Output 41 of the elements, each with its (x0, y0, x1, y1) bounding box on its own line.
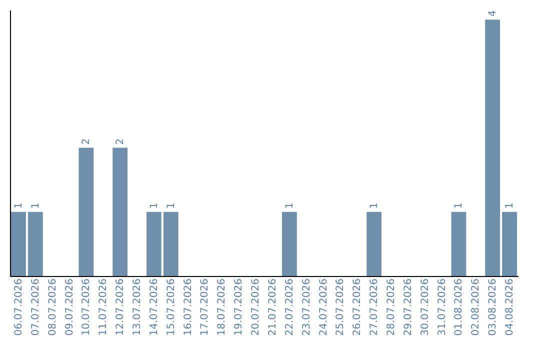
x-tick-label: 22.07.2026 (284, 278, 296, 336)
data-label: 1 (13, 202, 24, 209)
x-tick-label: 31.07.2026 (436, 278, 448, 336)
x-tick-label: 13.07.2026 (132, 278, 143, 336)
data-label: 1 (148, 202, 160, 209)
x-tick-label: 27.07.2026 (369, 278, 380, 336)
x-tick-label: 16.07.2026 (182, 278, 194, 336)
data-label: 1 (30, 202, 42, 209)
x-tick-label: 06.07.2026 (13, 278, 24, 336)
x-tick-label: 04.08.2026 (504, 278, 516, 336)
x-tick-label: 30.07.2026 (420, 278, 431, 336)
x-tick-label: 10.07.2026 (81, 278, 92, 336)
x-tick-label: 29.07.2026 (402, 278, 414, 336)
x-tick-label: 09.07.2026 (64, 278, 76, 336)
data-label: 1 (454, 202, 465, 209)
x-tick-label: 19.07.2026 (234, 278, 245, 336)
x-tick-label: 28.07.2026 (386, 278, 397, 336)
data-label: 1 (284, 202, 296, 209)
x-tick-label: 20.07.2026 (250, 278, 262, 336)
data-label: 1 (369, 202, 380, 209)
data-label: 4 (488, 10, 499, 17)
x-tick-label: 01.08.2026 (454, 278, 465, 336)
data-label: 1 (504, 202, 516, 209)
x-tick-label: 08.07.2026 (47, 278, 58, 336)
x-tick-label: 14.07.2026 (148, 278, 160, 336)
x-tick-label: 03.08.2026 (488, 278, 499, 336)
data-label: 1 (166, 202, 177, 209)
data-label: 2 (81, 138, 92, 145)
x-tick-label: 25.07.2026 (335, 278, 346, 336)
data-label: 2 (115, 138, 126, 145)
x-tick-label: 12.07.2026 (115, 278, 126, 336)
x-tick-label: 15.07.2026 (166, 278, 177, 336)
x-tick-label: 02.08.2026 (470, 278, 482, 336)
x-tick-label: 17.07.2026 (200, 278, 211, 336)
x-tick-label: 24.07.2026 (318, 278, 330, 336)
x-tick-label: 18.07.2026 (216, 278, 228, 336)
x-tick-label: 21.07.2026 (267, 278, 278, 336)
x-tick-label: 11.07.2026 (98, 278, 110, 336)
x-tick-label: 26.07.2026 (352, 278, 364, 336)
x-tick-label: 23.07.2026 (301, 278, 312, 336)
x-tick-label: 07.07.2026 (30, 278, 42, 336)
